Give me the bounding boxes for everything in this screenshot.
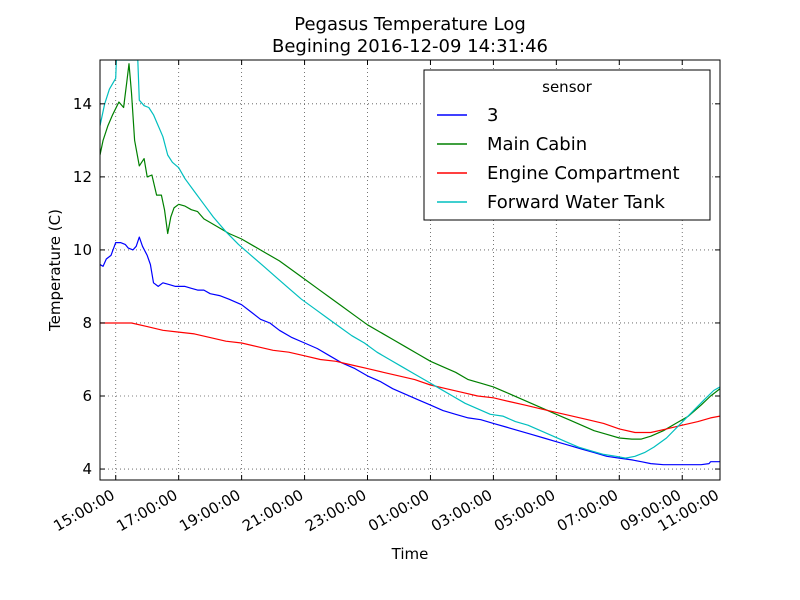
series-line <box>100 60 720 459</box>
series-line <box>100 236 720 466</box>
x-tick-label: 05:00:00 <box>491 486 558 535</box>
x-tick-label: 21:00:00 <box>239 486 306 535</box>
y-tick-label: 14 <box>73 95 92 113</box>
x-tick-label: 19:00:00 <box>176 486 243 535</box>
x-tick-label: 17:00:00 <box>113 486 180 535</box>
legend-label: Forward Water Tank <box>487 192 665 213</box>
legend-label: Engine Compartment <box>487 163 680 184</box>
chart-subtitle: Begining 2016-12-09 14:31:46 <box>272 36 548 57</box>
y-tick-label: 12 <box>73 168 92 186</box>
series-lines <box>100 60 720 466</box>
x-tick-label: 07:00:00 <box>554 486 621 535</box>
chart-title: Pegasus Temperature Log <box>294 14 526 35</box>
y-tick-label: 6 <box>82 387 92 405</box>
x-tick-label: 03:00:00 <box>428 486 495 535</box>
y-axis-label: Temperature (C) <box>46 209 64 332</box>
legend-box <box>423 69 711 221</box>
y-tick-label: 8 <box>82 314 92 332</box>
y-tick-label: 10 <box>73 241 92 259</box>
legend-title: sensor <box>542 78 593 96</box>
legend-label: 3 <box>487 105 498 126</box>
legend-label: Main Cabin <box>487 134 587 155</box>
series-line <box>100 63 720 440</box>
x-tick-label: 01:00:00 <box>365 486 432 535</box>
legend: sensor 3 Main Cabin Engine Compartment Forw… <box>423 69 711 221</box>
x-tick-label: 23:00:00 <box>302 486 369 535</box>
x-axis-label: Time <box>391 545 429 563</box>
plot-frame <box>99 59 721 481</box>
legend-items: 3 Main Cabin Engine Compartment Forward Wat… <box>437 105 680 213</box>
x-tick-label: 15:00:00 <box>50 486 117 535</box>
series-line <box>100 322 720 434</box>
y-tick-label: 4 <box>82 460 92 478</box>
